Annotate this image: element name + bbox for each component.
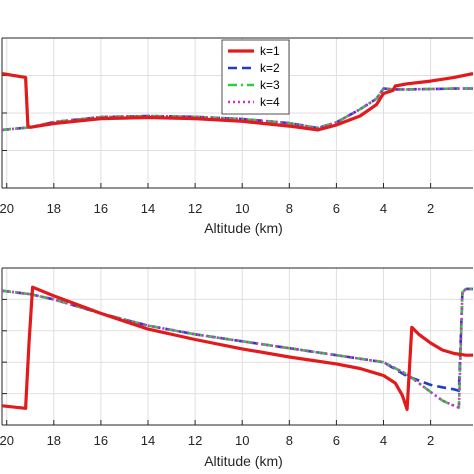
legend-label-k4: k=4 bbox=[260, 95, 280, 109]
legend: k=1 k=2 k=3 k=4 bbox=[221, 39, 290, 115]
legend-label-k3: k=3 bbox=[260, 78, 280, 92]
x-tick-label: 6 bbox=[333, 201, 340, 216]
x-axis-label: Altitude (km) bbox=[204, 220, 283, 236]
x-tick-label: 4 bbox=[380, 433, 387, 448]
series-line-k1 bbox=[2, 72, 473, 132]
x-tick-label: 14 bbox=[141, 433, 155, 448]
x-tick-label: 16 bbox=[94, 201, 108, 216]
x-tick-label: 10 bbox=[235, 433, 249, 448]
x-tick-label: 10 bbox=[235, 201, 249, 216]
x-tick-label: 18 bbox=[47, 201, 61, 216]
chart-panel-2: 20 18 16 14 12 10 8 6 4 2 Altitude (km) bbox=[0, 267, 473, 469]
x-tick-label: 4 bbox=[380, 201, 387, 216]
x-axis-label: Altitude (km) bbox=[204, 453, 283, 469]
legend-label-k1: k=1 bbox=[260, 44, 280, 58]
x-tick-label: 20 bbox=[0, 433, 14, 448]
x-tick-label: 6 bbox=[333, 433, 340, 448]
x-tick-label: 20 bbox=[0, 201, 14, 216]
legend-label-k2: k=2 bbox=[260, 61, 280, 75]
x-tick-label: 18 bbox=[47, 433, 61, 448]
series-line-k4 bbox=[2, 287, 473, 409]
x-tick-label: 16 bbox=[94, 433, 108, 448]
x-tick-label: 12 bbox=[188, 201, 202, 216]
x-tick-label: 14 bbox=[141, 201, 155, 216]
x-tick-label: 12 bbox=[188, 433, 202, 448]
x-tick-label: 2 bbox=[427, 201, 434, 216]
series-line-k3 bbox=[2, 87, 473, 132]
x-tick-label: 8 bbox=[286, 433, 293, 448]
x-tick-label: 2 bbox=[427, 433, 434, 448]
series-line-k1 bbox=[2, 285, 473, 411]
x-tick-label: 8 bbox=[286, 201, 293, 216]
